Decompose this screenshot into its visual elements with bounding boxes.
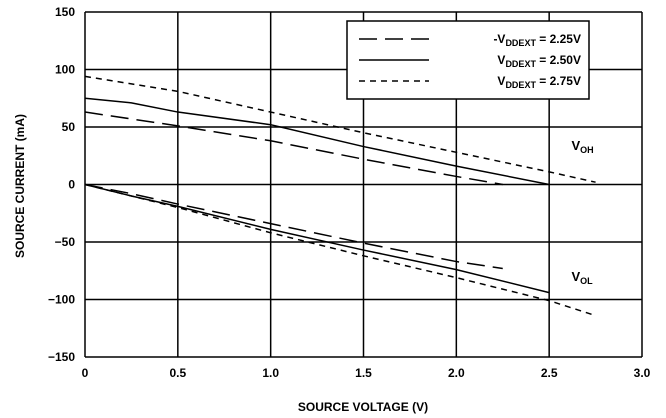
annotation-voh: VOH	[571, 138, 593, 155]
y-tick-label: 150	[55, 5, 75, 19]
x-tick-label: 0.5	[169, 366, 186, 380]
y-tick-label: −50	[55, 235, 76, 249]
legend-label-2: VDDEXT = 2.50V	[497, 53, 581, 69]
x-axis-title: SOURCE VOLTAGE (V)	[298, 400, 428, 414]
x-tick-label: 1.0	[262, 366, 279, 380]
y-tick-label: −150	[48, 350, 75, 364]
curve-annotations: VOH VOL	[571, 138, 593, 286]
series-2-ol-line	[84, 183, 550, 294]
series-3-ol-line	[84, 183, 596, 317]
y-tick-label: 50	[62, 120, 76, 134]
data-curves	[84, 75, 596, 317]
x-tick-labels: 0 0.5 1.0 1.5 2.0 2.5 3.0	[82, 366, 651, 380]
x-tick-label: 1.5	[355, 366, 372, 380]
series-2-oh-line	[84, 97, 550, 186]
y-axis-title: SOURCE CURRENT (mA)	[13, 114, 27, 258]
x-tick-label: 3.0	[634, 366, 651, 380]
series-3-oh-line	[84, 75, 596, 183]
series-1-oh-line	[84, 111, 503, 186]
y-tick-label: 0	[68, 178, 75, 192]
annotation-vol: VOL	[571, 269, 593, 286]
y-tick-label: 100	[55, 63, 75, 77]
y-tick-label: −100	[48, 293, 75, 307]
series-1-ol-line	[84, 183, 503, 270]
y-tick-labels: 150 100 50 0 −50 −100 −150	[48, 5, 75, 364]
legend: -VDDEXT = 2.25V VDDEXT = 2.50V VDDEXT = 2.…	[346, 20, 590, 100]
x-tick-label: 2.5	[541, 366, 558, 380]
x-tick-label: 0	[82, 366, 89, 380]
legend-label-3: VDDEXT = 2.75V	[497, 74, 581, 90]
legend-label-1: -VDDEXT = 2.25V	[493, 32, 581, 48]
x-tick-label: 2.0	[448, 366, 465, 380]
